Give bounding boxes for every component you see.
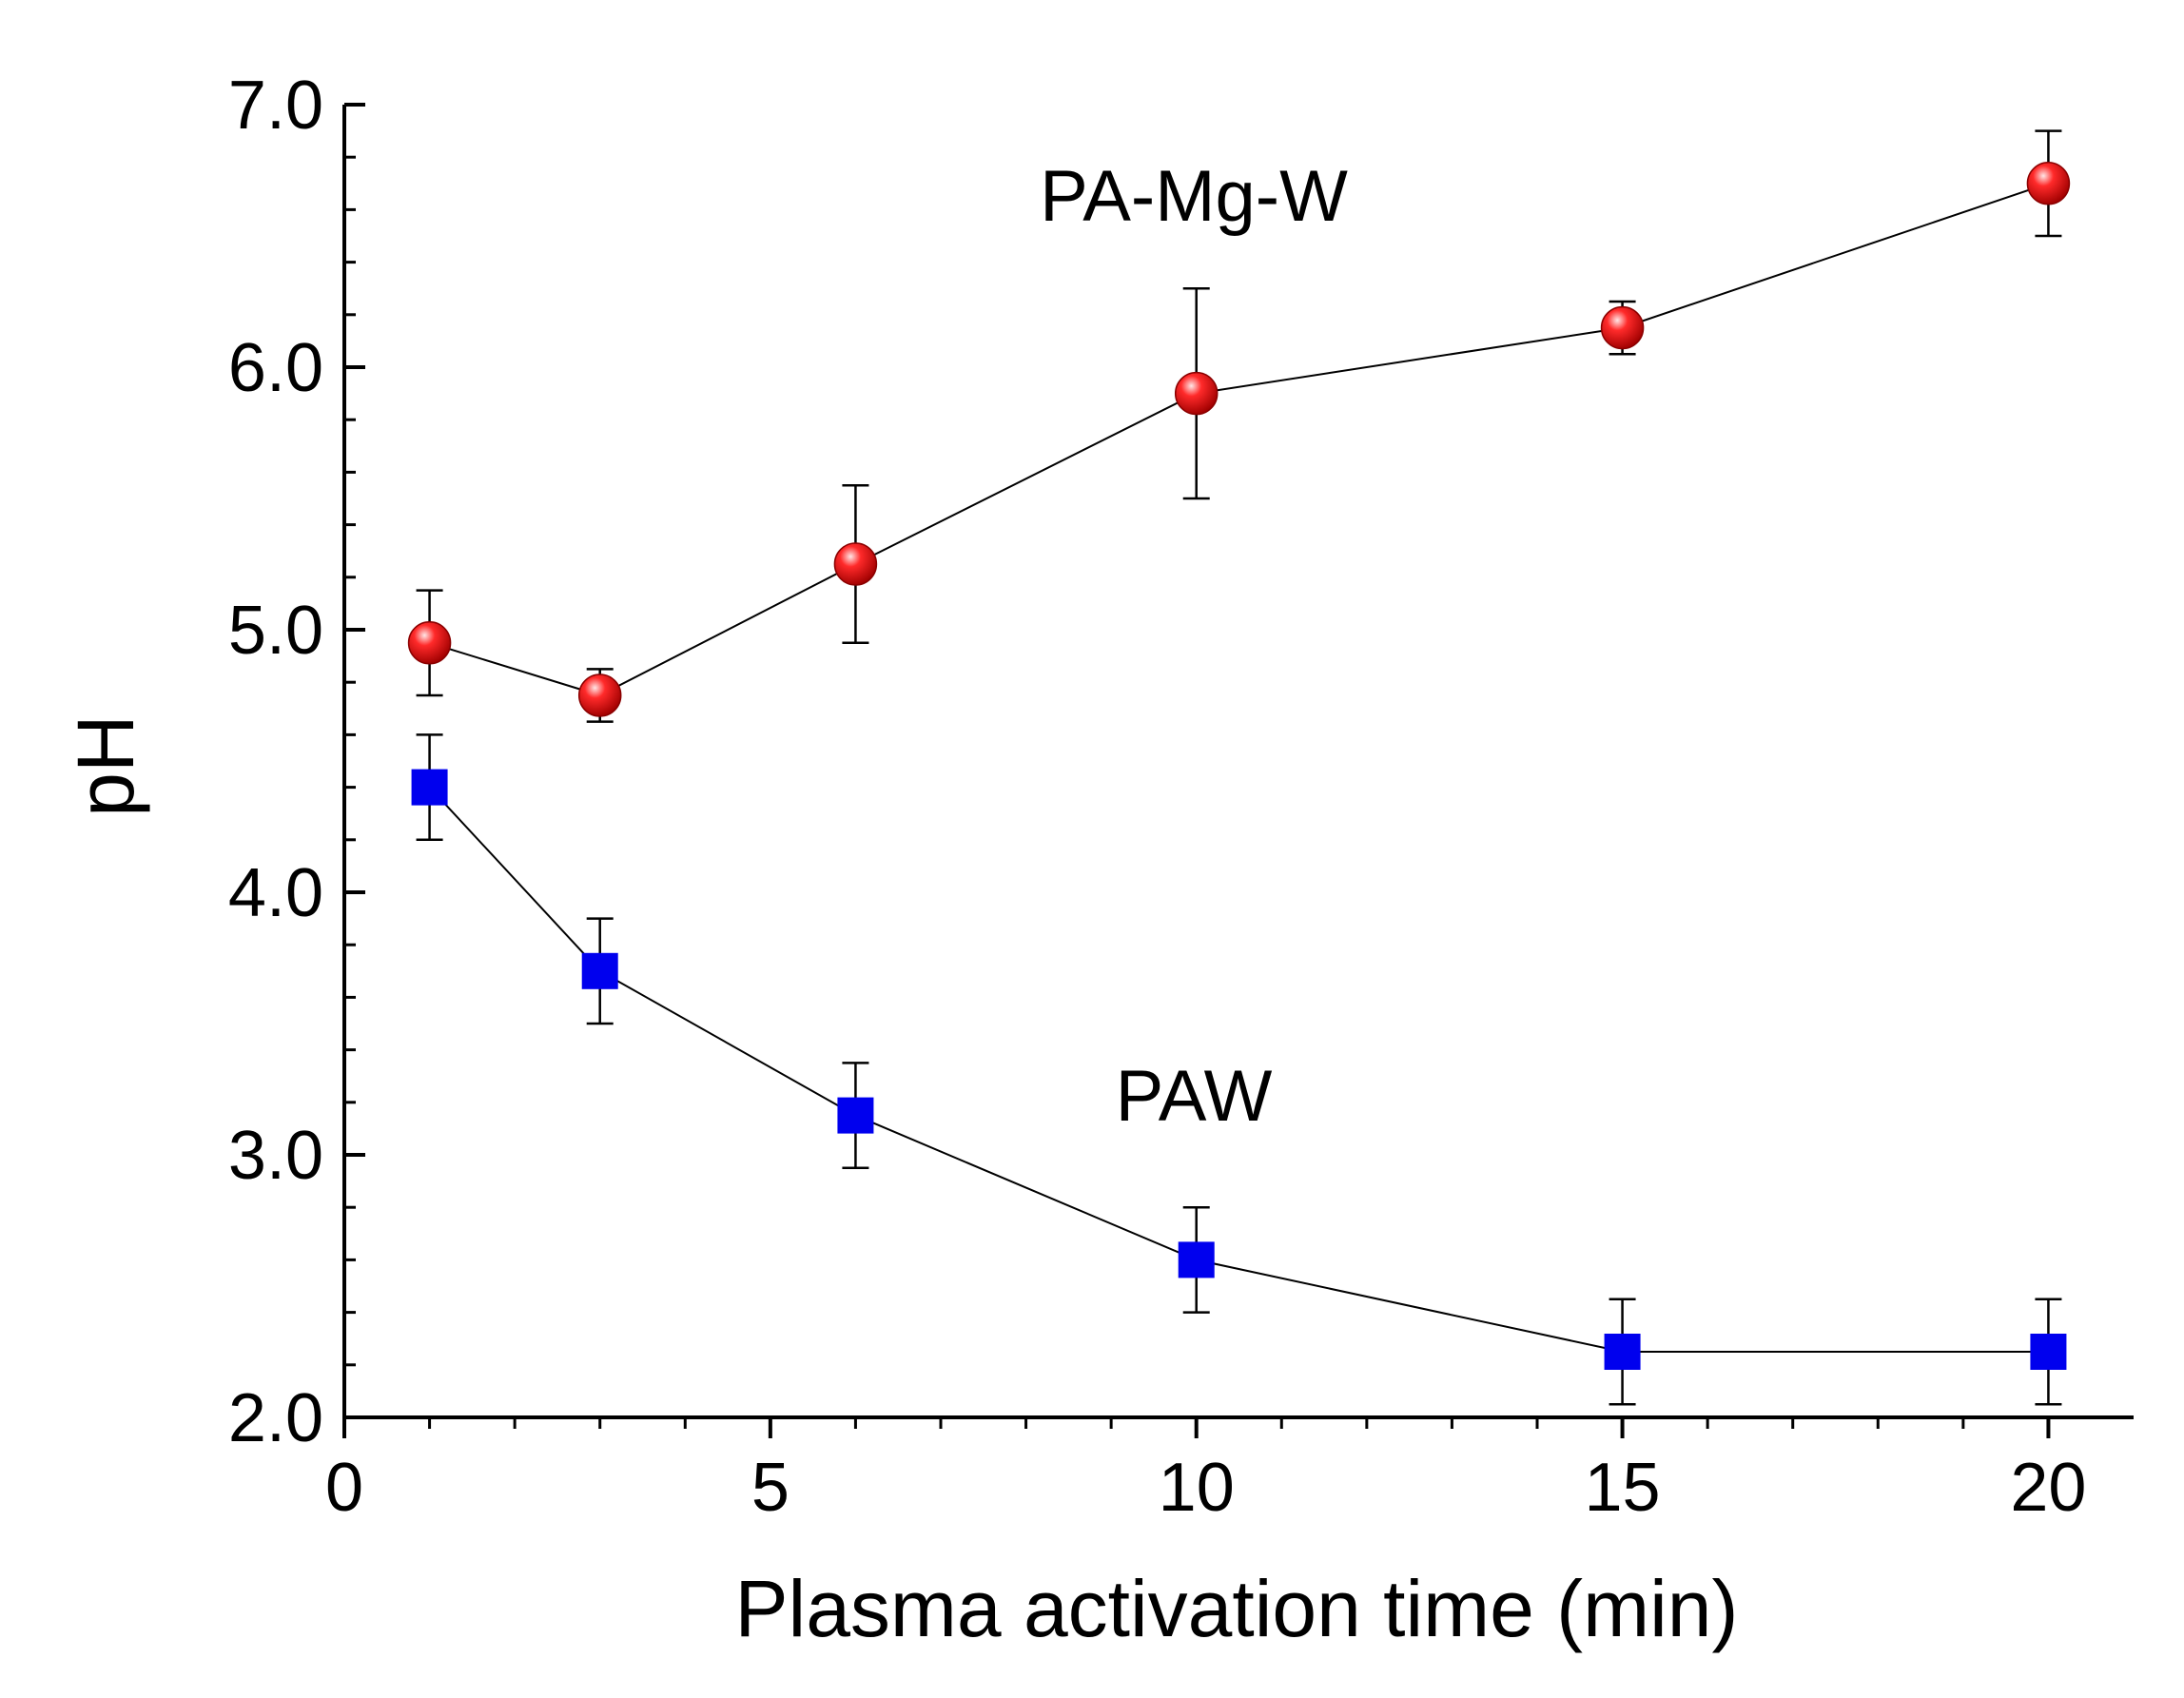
y-tick-label: 4.0 (228, 855, 323, 931)
series-label-paw: PAW (1116, 1056, 1273, 1137)
data-point-pa-mg-w (1600, 305, 1645, 350)
data-point-pa-mg-w (577, 673, 622, 717)
x-axis-title: Plasma activation time (min) (735, 1564, 1739, 1653)
x-tick-label: 0 (325, 1450, 363, 1526)
data-point-pa-mg-w (407, 621, 452, 665)
data-point-paw (2030, 1334, 2067, 1370)
x-tick-label: 20 (2010, 1450, 2086, 1526)
data-point-pa-mg-w (1174, 371, 1219, 416)
x-tick-label: 5 (751, 1450, 790, 1526)
y-tick-label: 5.0 (228, 593, 323, 669)
y-tick-label: 3.0 (228, 1118, 323, 1194)
data-point-pa-mg-w (833, 542, 878, 586)
series-line-paw (428, 786, 2049, 1353)
series-label-pa-mg-w: PA-Mg-W (1040, 156, 1348, 237)
data-point-paw (581, 952, 618, 989)
y-tick-label: 7.0 (228, 68, 323, 144)
x-tick-label: 10 (1159, 1450, 1235, 1526)
y-axis-title: pH (61, 714, 150, 816)
data-point-paw (1604, 1334, 1641, 1370)
data-point-paw (1178, 1241, 1215, 1278)
y-tick-label: 6.0 (228, 330, 323, 406)
data-point-pa-mg-w (2026, 162, 2071, 205)
data-point-paw (837, 1097, 874, 1134)
axes: 2.0 3.0 4.0 5.0 6.0 7.0 0 5 10 15 20 (228, 68, 2134, 1526)
series-line-pa-mg-w (429, 182, 2049, 697)
data-point-paw (411, 769, 448, 806)
y-tick-label: 2.0 (228, 1380, 323, 1456)
plot-area (407, 129, 2071, 1406)
x-tick-label: 15 (1585, 1450, 1661, 1526)
